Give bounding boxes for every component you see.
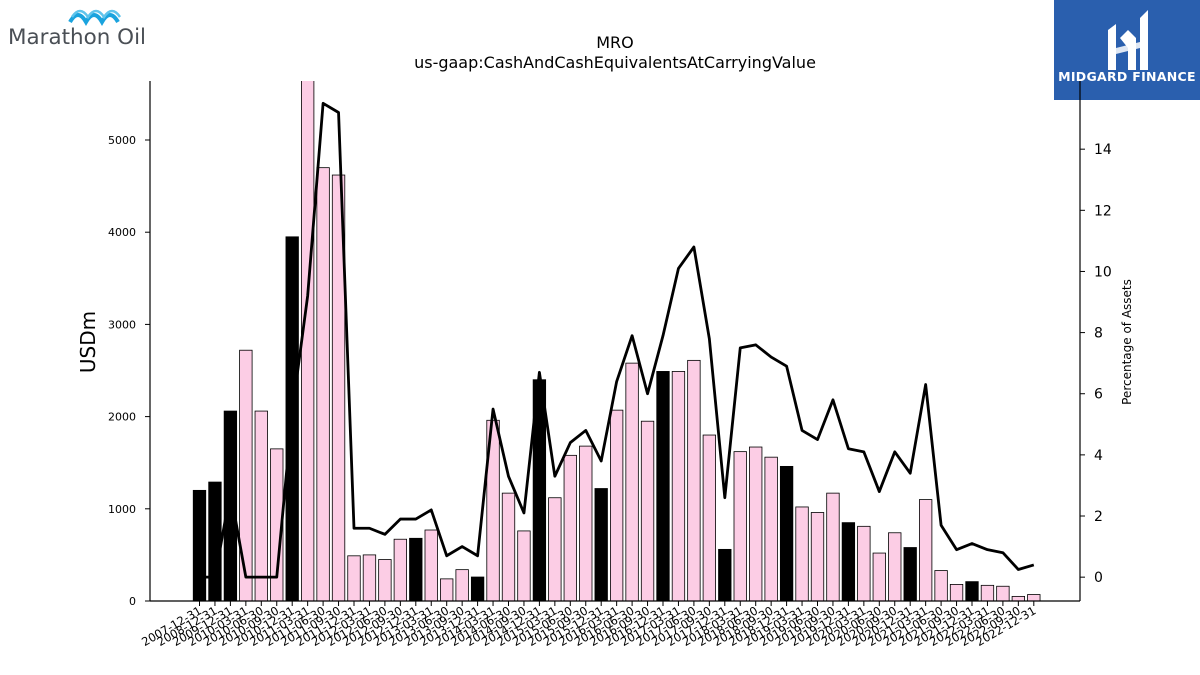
bar xyxy=(192,489,207,601)
bar xyxy=(347,555,361,601)
y-tick-label: 1000 xyxy=(108,503,136,516)
chart-subtitle: us-gaap:CashAndCashEquivalentsAtCarrying… xyxy=(414,53,816,72)
bar xyxy=(996,585,1010,601)
bar xyxy=(826,492,840,601)
bar xyxy=(440,578,454,601)
bar xyxy=(702,434,716,601)
y-right-tick-label: 10 xyxy=(1094,264,1112,280)
bar xyxy=(795,506,809,601)
bar-series xyxy=(192,81,1041,601)
bar xyxy=(455,569,469,601)
bar xyxy=(779,465,794,601)
y-tick-label: 2000 xyxy=(108,411,136,424)
y-tick-label: 4000 xyxy=(108,226,136,239)
bar xyxy=(1011,595,1025,601)
bar xyxy=(749,446,763,601)
bar xyxy=(857,525,871,601)
bar xyxy=(903,547,917,601)
midgard-finance-wordmark: MIDGARD FINANCE xyxy=(1058,69,1196,84)
y-right-tick-label: 6 xyxy=(1094,387,1103,403)
y-right-tick-label: 2 xyxy=(1094,509,1103,525)
bar xyxy=(378,559,392,601)
bar xyxy=(548,497,562,601)
bar xyxy=(965,581,979,601)
bar xyxy=(810,512,825,601)
bar xyxy=(424,529,438,601)
bar xyxy=(579,445,593,601)
y-right-tick-label: 12 xyxy=(1094,203,1112,219)
bar xyxy=(934,570,948,601)
bar xyxy=(517,530,531,601)
percentage-line xyxy=(199,101,1035,579)
bar xyxy=(656,371,670,601)
bar xyxy=(888,532,902,601)
bar xyxy=(671,371,686,601)
y-axis-ticks: 0 1000 2000 3000 4000 5000 xyxy=(108,134,150,608)
axes xyxy=(149,81,1081,602)
y-tick-label: 0 xyxy=(129,595,136,608)
y-right-tick-label: 0 xyxy=(1094,570,1103,586)
marathon-oil-logo: Marathon Oil xyxy=(8,9,146,49)
bar xyxy=(208,481,222,601)
bar xyxy=(362,554,377,601)
bar xyxy=(316,167,330,601)
midgard-finance-logo: MIDGARD FINANCE xyxy=(1054,0,1200,100)
y-right-tick-label: 8 xyxy=(1094,326,1103,342)
y-tick-label: 5000 xyxy=(108,134,136,147)
bar xyxy=(470,576,485,601)
bar xyxy=(980,584,995,601)
bar xyxy=(610,409,624,601)
bar xyxy=(563,454,577,601)
bar xyxy=(687,359,701,601)
bar xyxy=(718,548,732,601)
x-axis-ticks: 2007-12-312008-12-312009-12-312010-03-31… xyxy=(139,601,1038,649)
bar xyxy=(872,552,886,601)
bar xyxy=(393,538,408,601)
bar xyxy=(640,420,655,601)
y-tick-label: 3000 xyxy=(108,318,136,331)
bar xyxy=(594,488,608,601)
midgard-m-icon xyxy=(1108,10,1148,70)
bar xyxy=(764,456,778,601)
line-series xyxy=(199,101,1035,579)
bar xyxy=(733,451,747,601)
y-axis-right-label: Percentage of Assets xyxy=(1120,279,1134,405)
y-axis-label: USDm xyxy=(76,311,100,373)
bar xyxy=(239,349,253,601)
y-axis-right-ticks: 0 2 4 6 8 10 12 14 xyxy=(1080,142,1112,586)
bar xyxy=(919,499,933,601)
chart-title: MRO xyxy=(596,33,634,52)
bar xyxy=(625,362,639,601)
marathon-oil-wordmark: Marathon Oil xyxy=(8,25,146,49)
bar xyxy=(254,410,268,601)
marathon-wave-icon xyxy=(68,9,122,27)
bar xyxy=(501,492,516,601)
bar xyxy=(1027,594,1041,601)
bar xyxy=(841,522,856,601)
y-right-tick-label: 14 xyxy=(1094,142,1112,158)
bar xyxy=(949,584,964,601)
y-right-tick-label: 4 xyxy=(1094,448,1103,464)
bar xyxy=(223,410,238,601)
bar xyxy=(409,537,423,601)
